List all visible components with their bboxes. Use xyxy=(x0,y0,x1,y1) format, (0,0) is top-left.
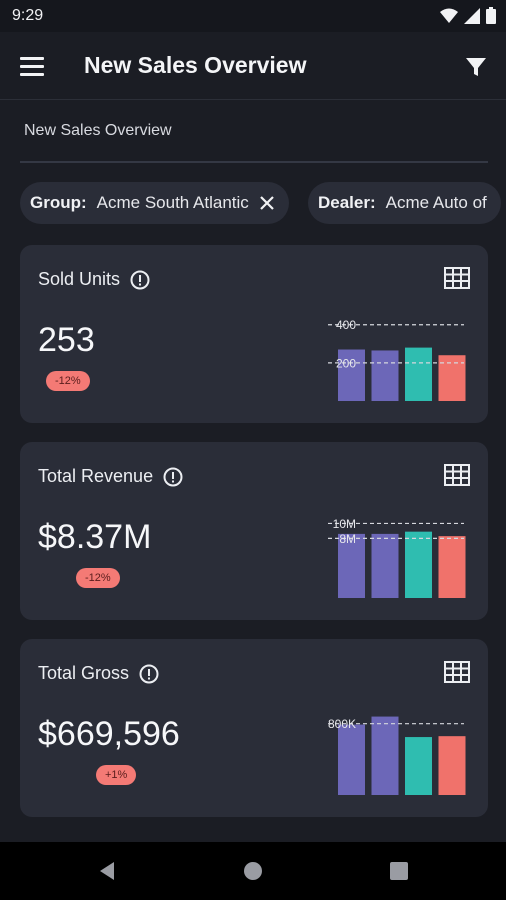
status-icons xyxy=(440,7,496,24)
status-time: 9:29 xyxy=(12,7,44,24)
card-sold-units[interactable]: Sold Units 253 -12% 400 200 xyxy=(20,245,488,423)
card-title: Sold Units xyxy=(38,269,150,290)
change-badge: +1% xyxy=(96,765,137,785)
table-view-icon[interactable] xyxy=(444,464,470,486)
reference-label: 8M xyxy=(339,532,356,546)
reference-label: 400 xyxy=(336,318,356,332)
card-title-text: Total Revenue xyxy=(38,466,154,486)
section-divider xyxy=(20,161,488,163)
battery-icon xyxy=(486,7,496,24)
bar-4 xyxy=(438,736,466,795)
bar-2 xyxy=(371,533,399,598)
bar-1 xyxy=(338,533,365,598)
filter-icon[interactable] xyxy=(464,52,488,80)
info-icon[interactable] xyxy=(139,664,159,684)
info-icon[interactable] xyxy=(163,467,183,487)
info-icon[interactable] xyxy=(130,270,150,290)
bar-4 xyxy=(438,355,466,401)
bar-3 xyxy=(405,347,432,401)
back-icon[interactable] xyxy=(96,860,118,882)
chip-group-value: Acme South Atlantic xyxy=(96,193,249,212)
card-title: Total Revenue xyxy=(38,466,183,487)
menu-icon[interactable] xyxy=(20,52,50,80)
chip-group[interactable]: Group: Acme South Atlantic xyxy=(20,182,289,224)
chip-dealer[interactable]: Dealer: Acme Auto of xyxy=(308,182,501,224)
change-badge: -12% xyxy=(46,371,90,391)
status-bar: 9:29 xyxy=(0,0,506,32)
chip-dealer-value: Acme Auto of xyxy=(385,193,487,212)
bar-3 xyxy=(405,531,432,598)
filter-chips: Group: Acme South Atlantic Dealer: Acme … xyxy=(20,182,506,226)
card-total-revenue[interactable]: Total Revenue $8.37M -12% 10M 8M xyxy=(20,442,488,620)
table-view-icon[interactable] xyxy=(444,267,470,289)
card-title-text: Sold Units xyxy=(38,269,121,289)
app-bar: New Sales Overview xyxy=(0,32,506,100)
signal-icon xyxy=(464,7,480,24)
bar-1 xyxy=(338,724,365,795)
chip-group-key: Group: xyxy=(30,193,87,212)
section-title: New Sales Overview xyxy=(24,122,172,139)
reference-label: 200 xyxy=(336,356,356,370)
bar-3 xyxy=(405,737,432,795)
card-title-text: Total Gross xyxy=(38,663,130,683)
bar-2 xyxy=(371,716,399,795)
chip-dealer-key: Dealer: xyxy=(318,193,376,212)
mini-bar-chart: 800K xyxy=(328,716,466,795)
close-icon[interactable] xyxy=(259,195,275,211)
card-title: Total Gross xyxy=(38,663,159,684)
table-view-icon[interactable] xyxy=(444,661,470,683)
card-value: 253 xyxy=(38,321,95,359)
mini-bar-chart: 400 200 xyxy=(328,318,466,401)
navigation-bar xyxy=(0,842,506,900)
wifi-icon xyxy=(440,8,458,23)
reference-label: 800K xyxy=(328,717,356,731)
card-total-gross[interactable]: Total Gross $669,596 +1% 800K xyxy=(20,639,488,817)
reference-label: 10M xyxy=(333,517,356,531)
bar-1 xyxy=(338,349,365,401)
bar-4 xyxy=(438,536,466,598)
recents-icon[interactable] xyxy=(388,860,410,882)
change-badge: -12% xyxy=(76,568,120,588)
page-title: New Sales Overview xyxy=(84,52,307,78)
bar-2 xyxy=(371,350,399,401)
home-icon[interactable] xyxy=(242,860,264,882)
card-value: $669,596 xyxy=(38,715,180,753)
card-value: $8.37M xyxy=(38,518,152,556)
